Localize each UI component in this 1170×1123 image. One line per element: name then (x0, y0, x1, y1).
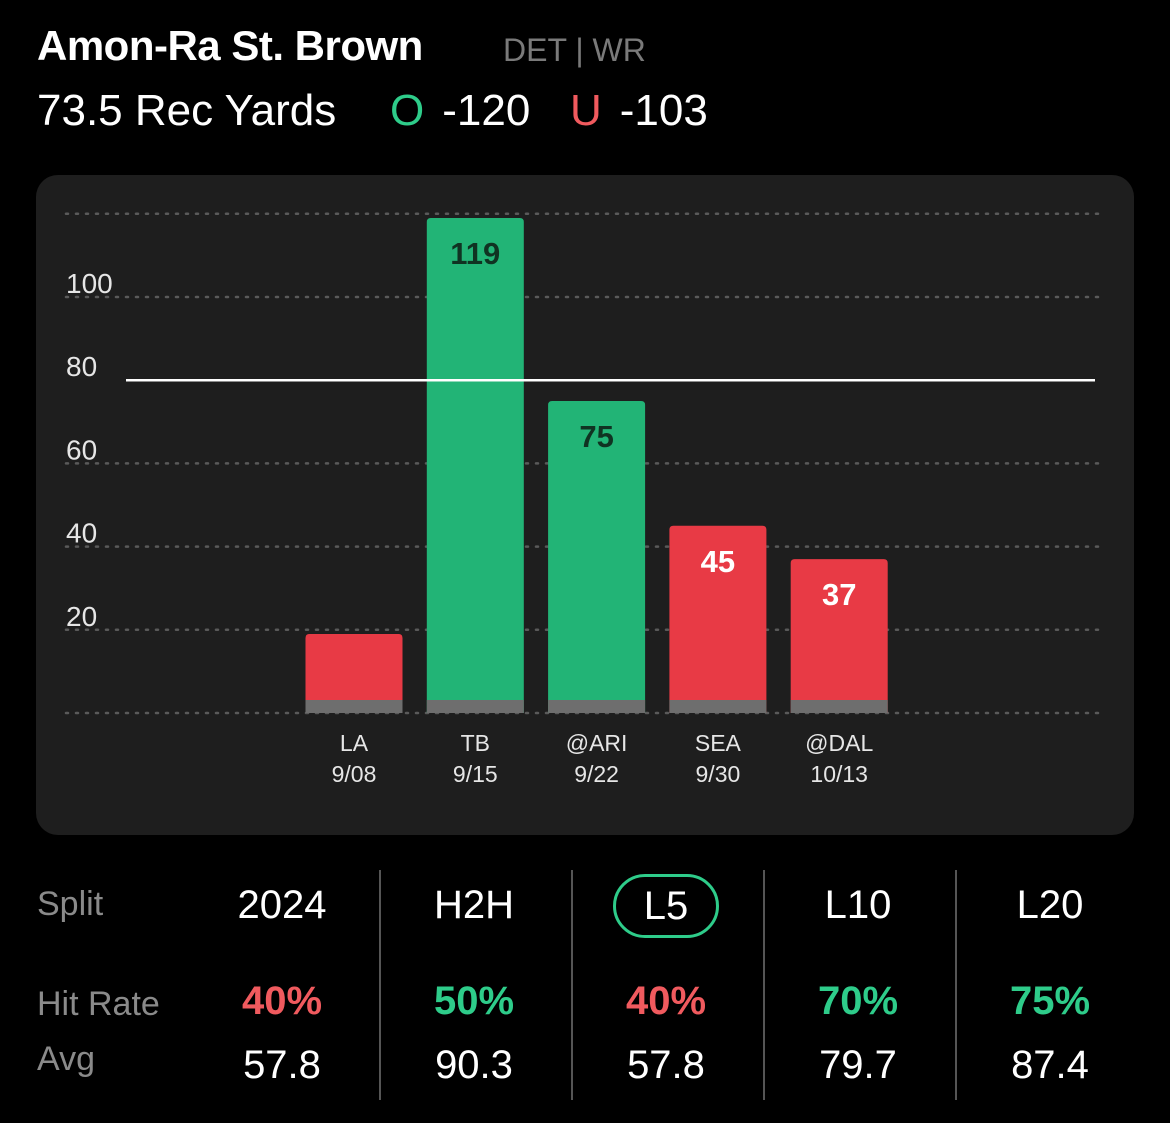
split-tab-h2h[interactable]: H2H (433, 883, 515, 927)
bar-base (790, 700, 888, 713)
avg-value: 57.8 (243, 1043, 321, 1087)
y-tick-label: 20 (66, 601, 97, 632)
player-name: Amon-Ra St. Brown (37, 22, 423, 69)
split-tab-l5[interactable]: L5 (613, 874, 719, 938)
y-tick-label: 80 (66, 351, 97, 382)
bar-value-label: 119 (450, 236, 500, 271)
x-tick-date: 9/08 (332, 761, 377, 787)
avg-value: 87.4 (1011, 1043, 1089, 1087)
hit-rate-label: Hit Rate (37, 985, 160, 1023)
hit-rate-value: 70% (817, 979, 899, 1023)
bar[interactable] (669, 525, 767, 713)
x-tick-opponent: @ARI (566, 730, 628, 756)
bar-value-label: 37 (822, 577, 856, 612)
bar-base (669, 700, 767, 713)
x-tick-opponent: SEA (695, 730, 742, 756)
x-tick-date: 10/13 (810, 761, 868, 787)
hit-rate-value: 50% (433, 979, 515, 1023)
x-tick-date: 9/22 (574, 761, 619, 787)
bar-base (426, 700, 524, 713)
x-tick-date: 9/15 (453, 761, 498, 787)
hit-rate-value: 40% (241, 979, 323, 1023)
y-tick-label: 40 (66, 518, 97, 549)
x-tick-date: 9/30 (696, 761, 741, 787)
column-divider (763, 870, 765, 1100)
avg-value: 79.7 (819, 1043, 897, 1087)
chart-panel: 20 40 60 80 100 LA 9/08 119 TB 9/15 75 @ARI 9/22 45 SE… (36, 175, 1134, 835)
bar-base (548, 700, 646, 713)
column-divider (379, 870, 381, 1100)
team-position: DET | WR (503, 32, 646, 68)
column-divider (955, 870, 957, 1100)
under-odds-value: -103 (619, 86, 708, 135)
split-label: Split (37, 885, 104, 923)
under-odds[interactable]: U -103 (570, 86, 708, 136)
over-odds[interactable]: O -120 (390, 86, 530, 136)
bar[interactable] (548, 401, 646, 713)
under-label: U (570, 86, 602, 135)
split-tab-2024[interactable]: 2024 (237, 883, 327, 927)
avg-label: Avg (37, 1040, 95, 1078)
split-tab-l20[interactable]: L20 (1016, 883, 1084, 927)
avg-value: 90.3 (435, 1043, 513, 1087)
bar-value-label: 75 (579, 419, 613, 454)
x-tick-opponent: @DAL (805, 730, 873, 756)
y-tick-label: 100 (66, 268, 113, 299)
bar[interactable] (790, 559, 888, 713)
x-tick-opponent: LA (340, 730, 369, 756)
avg-value: 57.8 (627, 1043, 705, 1087)
split-tab-l10[interactable]: L10 (824, 883, 892, 927)
bar-base (305, 700, 403, 713)
column-divider (571, 870, 573, 1100)
over-label: O (390, 86, 425, 135)
bar[interactable] (426, 217, 524, 713)
hit-rate-value: 40% (625, 979, 707, 1023)
bar-value-label: 45 (701, 544, 735, 579)
bar[interactable] (305, 633, 403, 713)
y-tick-label: 60 (66, 434, 97, 465)
bar-chart: 20 40 60 80 100 LA 9/08 119 TB 9/15 75 @ARI 9/22 45 SE… (64, 212, 1104, 787)
x-tick-opponent: TB (461, 730, 490, 756)
hit-rate-value: 75% (1009, 979, 1091, 1023)
prop-line: 73.5 Rec Yards (37, 86, 337, 135)
over-odds-value: -120 (442, 86, 531, 135)
